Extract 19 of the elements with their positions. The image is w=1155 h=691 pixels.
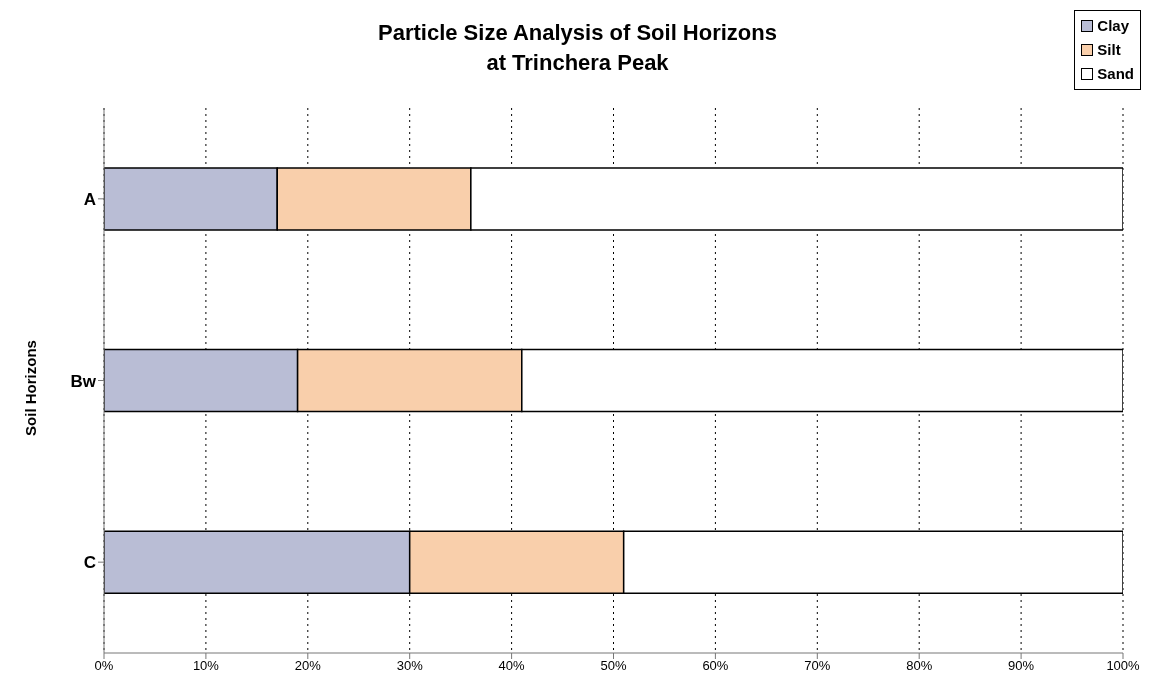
x-tick-label: 80%	[906, 658, 933, 674]
y-tick-label: Bw	[70, 371, 97, 391]
x-tick-label: 20%	[294, 658, 322, 674]
x-tick-label: 60%	[702, 658, 729, 674]
y-tick-label: C	[83, 553, 96, 573]
chart-title: Particle Size Analysis of Soil Horizons at Trinchera Peak	[378, 20, 777, 75]
y-axis-title: Soil Horizons	[21, 340, 39, 436]
x-tick-label: 70%	[804, 658, 831, 674]
x-tick-label: 0%	[94, 658, 114, 674]
x-tick-label: 90%	[1008, 658, 1035, 674]
x-tick-label: 30%	[396, 658, 424, 674]
legend-label: Clay	[1096, 16, 1130, 36]
y-tick-label: A	[83, 189, 96, 209]
legend-label: Silt	[1096, 40, 1122, 60]
x-tick-label: 100%	[1106, 658, 1141, 674]
legend-label: Sand	[1096, 64, 1134, 84]
x-tick-label: 10%	[192, 658, 220, 674]
x-tick-label: 50%	[600, 658, 627, 674]
x-tick-label: 40%	[498, 658, 526, 674]
